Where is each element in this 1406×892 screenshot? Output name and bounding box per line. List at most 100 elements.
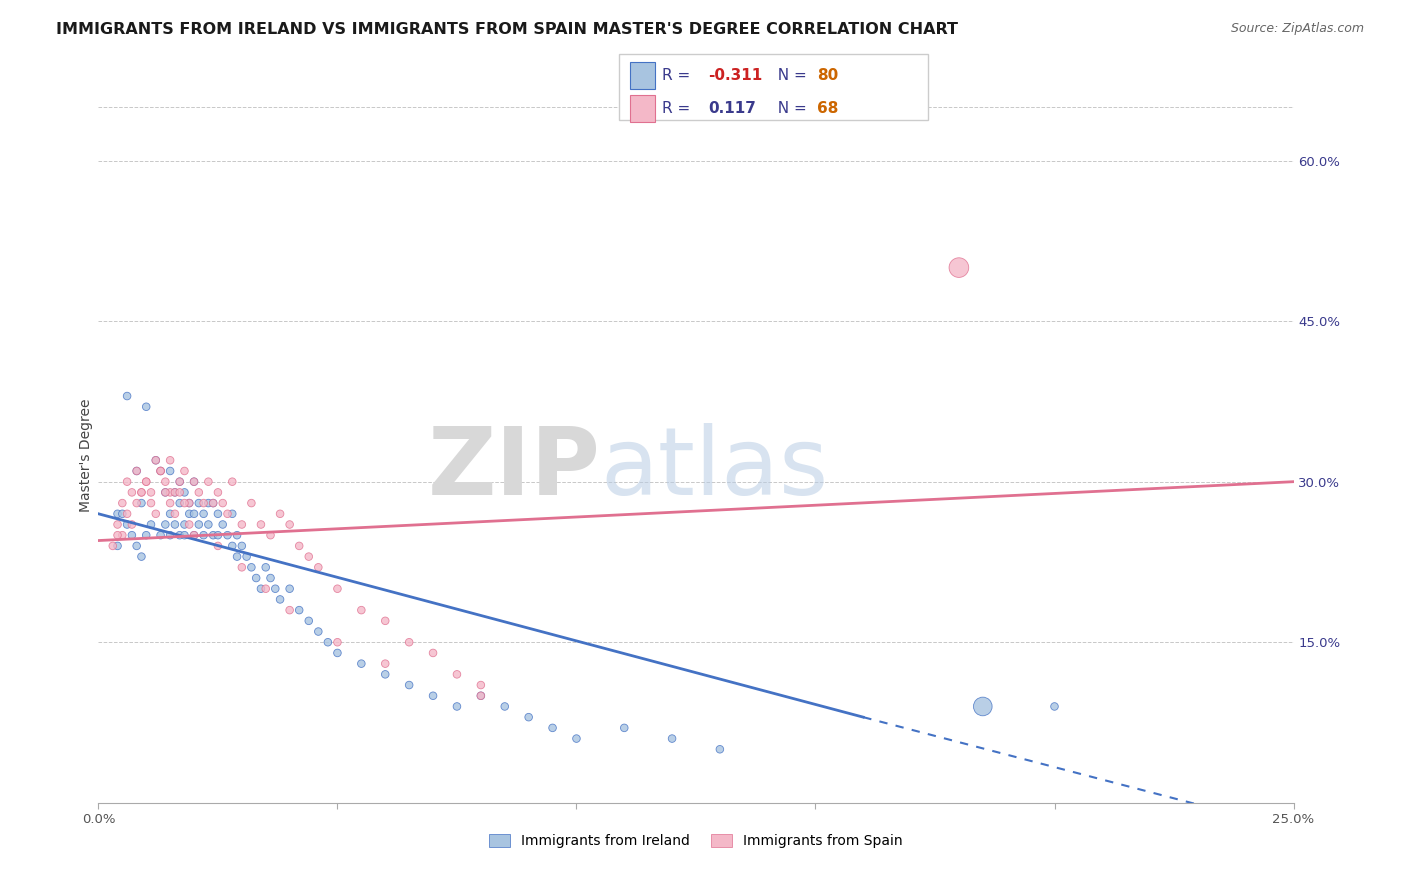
Point (350, 657, 373, 671)
Point (254, 582, 277, 596)
Point (231, 539, 253, 553)
Point (139, 485, 162, 500)
Point (111, 528, 134, 542)
Point (107, 507, 129, 521)
Point (149, 464, 172, 478)
Point (145, 453, 167, 467)
Point (202, 528, 225, 542)
Y-axis label: Master's Degree: Master's Degree (79, 398, 93, 512)
Point (207, 507, 229, 521)
Point (202, 496, 225, 510)
Point (187, 517, 209, 532)
Point (316, 635, 339, 649)
Point (235, 549, 257, 564)
Point (173, 464, 195, 478)
Point (135, 528, 157, 542)
Point (231, 517, 253, 532)
Point (169, 475, 191, 489)
Point (173, 517, 195, 532)
Point (149, 528, 172, 542)
Legend: Immigrants from Ireland, Immigrants from Spain: Immigrants from Ireland, Immigrants from… (482, 827, 910, 855)
Point (183, 507, 205, 521)
Point (278, 582, 301, 596)
Point (125, 464, 148, 478)
Point (197, 475, 219, 489)
Point (240, 560, 263, 574)
Point (145, 453, 167, 467)
Point (221, 475, 243, 489)
Text: N =: N = (768, 101, 811, 116)
Text: atlas: atlas (600, 423, 828, 515)
Point (155, 475, 177, 489)
Point (422, 646, 444, 660)
Point (217, 507, 239, 521)
Point (193, 496, 215, 510)
Point (131, 549, 153, 564)
Point (254, 560, 277, 574)
Point (240, 496, 263, 510)
Point (173, 485, 195, 500)
Text: IMMIGRANTS FROM IRELAND VS IMMIGRANTS FROM SPAIN MASTER'S DEGREE CORRELATION CHA: IMMIGRANTS FROM IRELAND VS IMMIGRANTS FR… (56, 22, 959, 37)
Point (115, 389, 138, 403)
Point (115, 517, 138, 532)
Text: R =: R = (662, 101, 696, 116)
Point (169, 475, 191, 489)
Point (187, 496, 209, 510)
Point (131, 485, 153, 500)
Point (374, 657, 396, 671)
Point (169, 496, 191, 510)
Point (422, 689, 444, 703)
Point (111, 507, 134, 521)
Point (193, 528, 215, 542)
Point (948, 260, 970, 275)
Point (159, 464, 181, 478)
Point (135, 400, 157, 414)
Point (121, 528, 143, 542)
Point (163, 485, 186, 500)
Point (374, 614, 396, 628)
Point (187, 485, 209, 500)
Point (179, 517, 201, 532)
Text: 68: 68 (817, 101, 838, 116)
Point (972, 699, 994, 714)
Point (326, 582, 349, 596)
Point (446, 667, 468, 681)
Point (221, 507, 243, 521)
Point (1043, 699, 1066, 714)
Point (173, 496, 195, 510)
Point (298, 549, 321, 564)
Point (159, 453, 181, 467)
Point (197, 517, 219, 532)
Point (121, 485, 143, 500)
Point (207, 539, 229, 553)
Point (211, 517, 233, 532)
Point (326, 635, 349, 649)
Point (197, 496, 219, 510)
Point (131, 485, 153, 500)
Text: -0.311: -0.311 (709, 68, 763, 83)
Point (245, 571, 267, 585)
Point (517, 710, 540, 724)
Point (269, 507, 291, 521)
Point (107, 517, 129, 532)
Point (111, 496, 134, 510)
Point (159, 496, 181, 510)
Point (169, 528, 191, 542)
Point (470, 689, 492, 703)
Point (183, 528, 205, 542)
Point (107, 528, 129, 542)
Point (231, 560, 253, 574)
Point (179, 496, 201, 510)
Point (163, 507, 186, 521)
Point (661, 731, 683, 746)
Text: 80: 80 (817, 68, 838, 83)
Point (159, 485, 181, 500)
Point (163, 517, 186, 532)
Point (159, 528, 181, 542)
Point (278, 517, 301, 532)
Point (350, 603, 373, 617)
Point (494, 699, 516, 714)
Point (173, 528, 195, 542)
Point (269, 592, 291, 607)
Point (115, 475, 138, 489)
